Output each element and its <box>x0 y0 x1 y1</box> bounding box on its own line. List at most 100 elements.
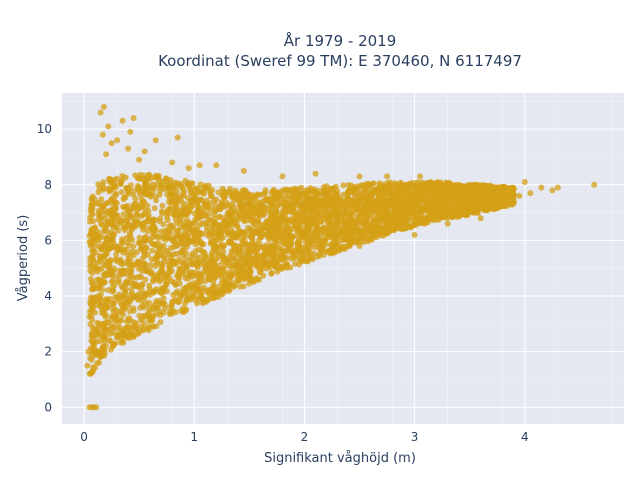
data-point <box>255 217 262 224</box>
data-point <box>156 271 163 278</box>
data-point <box>260 198 267 204</box>
data-point <box>166 251 173 258</box>
data-point <box>424 216 431 223</box>
data-point <box>138 176 145 182</box>
data-point <box>279 235 286 242</box>
data-point <box>314 253 320 260</box>
data-point <box>115 258 121 265</box>
data-point <box>269 200 275 207</box>
data-point <box>216 214 223 221</box>
data-point <box>205 210 212 217</box>
data-point <box>156 278 163 285</box>
data-point <box>231 204 238 211</box>
data-point <box>109 284 116 291</box>
data-point <box>376 180 383 187</box>
data-point <box>155 174 162 181</box>
data-point <box>120 311 127 318</box>
data-point <box>345 240 352 246</box>
data-point <box>129 237 136 244</box>
y-axis-title: Vågperiod (s) <box>16 215 31 302</box>
data-point <box>307 239 314 246</box>
data-point <box>128 279 135 286</box>
data-point <box>138 213 145 220</box>
data-point <box>92 249 99 256</box>
data-point <box>107 176 114 183</box>
data-point <box>125 242 132 249</box>
data-point <box>591 181 598 188</box>
data-point <box>134 249 140 255</box>
data-point <box>150 323 156 330</box>
data-point <box>116 334 123 341</box>
data-point <box>197 181 204 188</box>
data-point <box>346 235 353 241</box>
data-point <box>99 243 106 250</box>
data-point <box>442 205 449 212</box>
data-point <box>121 306 127 313</box>
data-point <box>285 187 292 194</box>
data-point <box>254 198 261 205</box>
data-point <box>282 215 289 221</box>
data-point <box>411 208 418 215</box>
data-point <box>120 271 127 278</box>
data-point <box>207 193 214 200</box>
data-point <box>103 262 110 269</box>
data-point <box>358 182 365 189</box>
data-point <box>172 309 179 316</box>
data-point <box>264 230 271 237</box>
data-point <box>159 210 166 217</box>
data-point <box>357 235 364 242</box>
data-point <box>428 179 435 185</box>
data-point <box>251 278 258 285</box>
data-point <box>145 171 152 178</box>
data-point <box>239 237 245 244</box>
data-point <box>163 209 170 216</box>
data-point <box>401 217 408 224</box>
data-point <box>397 221 404 227</box>
scatter-points <box>84 103 598 411</box>
data-point <box>481 206 488 213</box>
data-point <box>234 223 241 230</box>
data-point <box>207 229 213 236</box>
data-point <box>434 208 441 215</box>
data-point <box>419 193 426 200</box>
data-point <box>182 177 189 184</box>
data-point <box>115 277 122 284</box>
data-point <box>130 205 137 212</box>
x-tick-label: 1 <box>190 430 198 444</box>
x-tick-label: 4 <box>521 430 529 444</box>
data-point <box>185 237 192 244</box>
data-point <box>402 182 409 188</box>
data-point <box>149 188 156 195</box>
data-point <box>225 209 232 216</box>
data-point <box>110 194 117 201</box>
data-point <box>337 197 344 204</box>
data-point <box>427 197 434 204</box>
data-point <box>379 212 386 219</box>
data-point <box>365 180 372 187</box>
data-point <box>235 277 242 284</box>
data-point <box>127 297 134 304</box>
data-point <box>106 233 113 239</box>
data-point <box>347 197 354 204</box>
data-point <box>173 272 180 279</box>
data-point <box>469 208 476 215</box>
data-point <box>185 165 192 172</box>
data-point <box>145 327 152 334</box>
data-point <box>346 223 353 230</box>
data-point <box>409 179 416 186</box>
data-point <box>139 281 146 288</box>
data-point <box>302 225 309 231</box>
data-point <box>109 325 116 331</box>
data-point <box>322 201 329 207</box>
data-point <box>220 192 227 199</box>
data-point <box>119 294 125 300</box>
data-point <box>371 222 378 229</box>
data-point <box>121 247 128 254</box>
data-point <box>88 356 95 363</box>
data-point <box>87 301 94 308</box>
data-point <box>88 275 94 282</box>
data-point <box>284 231 291 238</box>
data-point <box>108 346 114 353</box>
data-point <box>164 234 171 241</box>
